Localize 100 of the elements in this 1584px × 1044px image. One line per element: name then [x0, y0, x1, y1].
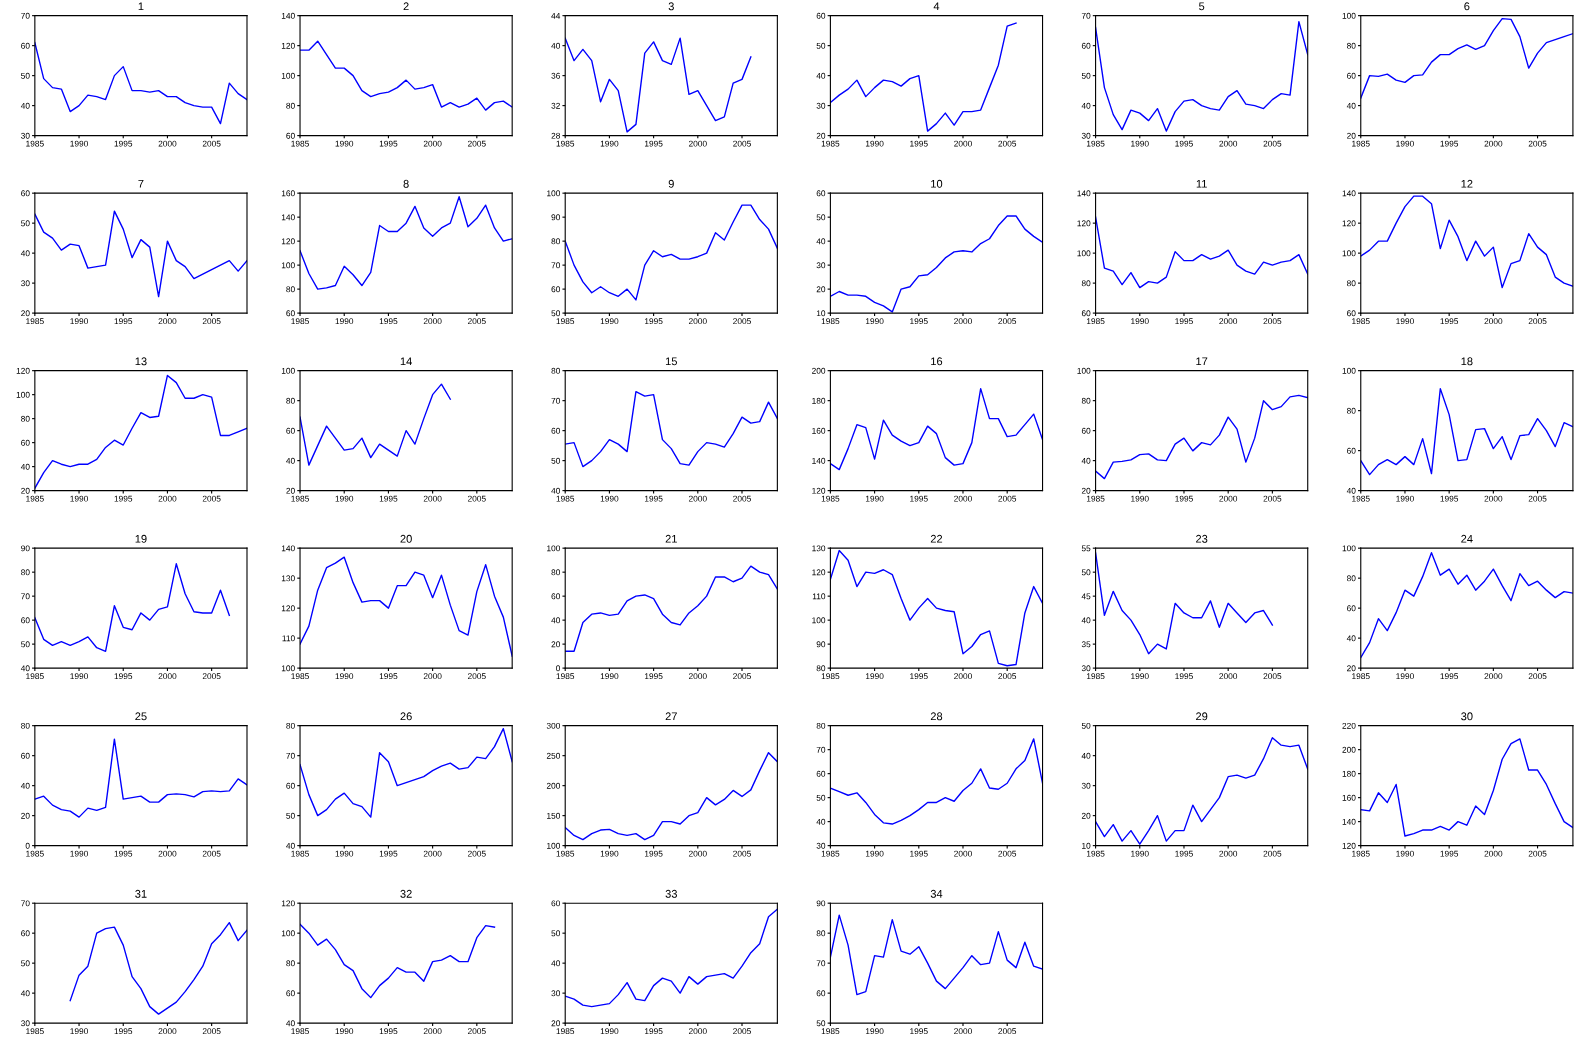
- x-tick-label: 1995: [1440, 673, 1459, 680]
- x-tick-label: 1990: [865, 495, 884, 502]
- chart-title: 14: [400, 357, 412, 366]
- chart-title: 8: [403, 179, 409, 188]
- y-tick-label: 60: [551, 286, 561, 293]
- y-tick-label: 32: [551, 102, 560, 109]
- y-tick-label: 140: [812, 457, 826, 464]
- y-tick-label: 30: [816, 842, 826, 849]
- x-tick-label: 2005: [998, 673, 1017, 680]
- x-tick-label: 1990: [70, 495, 88, 502]
- x-tick-label: 2005: [998, 850, 1017, 857]
- chart-title: 30: [1461, 712, 1473, 721]
- x-tick-label: 2000: [1219, 673, 1238, 680]
- y-tick-label: 80: [286, 960, 295, 967]
- x-tick-label: 1985: [291, 1028, 309, 1035]
- x-tick-label: 1985: [26, 850, 44, 857]
- y-tick-label: 80: [21, 569, 30, 576]
- y-tick-label: 120: [281, 605, 295, 612]
- line-series: [300, 40, 513, 111]
- x-tick-label: 2000: [423, 495, 442, 502]
- chart-title: 2: [403, 2, 409, 11]
- line-series: [1360, 387, 1573, 476]
- y-tick-label: 60: [286, 132, 295, 139]
- y-tick-label: 30: [1081, 132, 1091, 139]
- x-tick-label: 1990: [600, 1028, 619, 1035]
- y-tick-label: 60: [1081, 42, 1091, 49]
- y-tick-label: 180: [812, 397, 826, 404]
- y-tick-label: 90: [816, 900, 826, 907]
- x-tick-label: 1995: [379, 850, 398, 857]
- y-tick-label: 100: [1077, 250, 1091, 257]
- line-series: [830, 387, 1043, 471]
- y-tick-label: 36: [551, 72, 560, 79]
- y-tick-label: 110: [282, 635, 295, 642]
- x-tick-label: 1990: [70, 1028, 88, 1035]
- y-tick-label: 20: [21, 310, 30, 317]
- y-tick-label: 80: [816, 722, 826, 729]
- y-tick-label: 40: [551, 42, 561, 49]
- y-tick-label: 40: [20, 250, 30, 257]
- chart-title: 28: [930, 712, 943, 721]
- x-tick-label: 1995: [910, 140, 928, 147]
- x-tick-label: 1995: [379, 318, 398, 325]
- chart-title: 26: [400, 712, 412, 721]
- x-tick-label: 2005: [1528, 850, 1547, 857]
- y-tick-label: 40: [20, 782, 30, 789]
- x-tick-label: 1985: [556, 495, 575, 502]
- y-tick-label: 70: [816, 960, 826, 967]
- x-tick-label: 1990: [600, 673, 619, 680]
- y-tick-label: 110: [812, 593, 826, 600]
- y-tick-label: 40: [1081, 752, 1091, 759]
- y-tick-label: 30: [1081, 665, 1091, 672]
- y-tick-label: 20: [816, 286, 826, 293]
- y-tick-label: 60: [551, 900, 561, 907]
- x-tick-label: 1995: [1440, 318, 1459, 325]
- y-tick-label: 20: [21, 812, 30, 819]
- x-tick-label: 1985: [291, 850, 309, 857]
- y-tick-label: 50: [1081, 72, 1091, 79]
- y-tick-label: 80: [21, 415, 30, 422]
- x-tick-label: 1995: [910, 850, 928, 857]
- y-tick-label: 35: [1081, 641, 1091, 648]
- chart-title: 11: [1196, 179, 1207, 188]
- x-tick-label: 1985: [556, 673, 575, 680]
- y-tick-label: 0: [556, 665, 561, 672]
- x-tick-label: 1990: [1131, 850, 1149, 857]
- x-tick-label: 1985: [1352, 673, 1370, 680]
- y-tick-label: 100: [1342, 12, 1356, 19]
- chart-title: 3: [668, 2, 674, 11]
- y-tick-label: 300: [546, 722, 561, 729]
- y-tick-label: 140: [1342, 818, 1356, 825]
- x-tick-label: 1995: [114, 850, 133, 857]
- y-tick-label: 140: [1077, 190, 1091, 197]
- x-tick-label: 2005: [733, 495, 751, 502]
- x-tick-label: 2005: [1263, 850, 1282, 857]
- y-tick-label: 50: [21, 72, 30, 79]
- y-tick-label: 40: [816, 818, 826, 825]
- x-tick-label: 2000: [688, 495, 707, 502]
- x-tick-label: 1990: [865, 673, 884, 680]
- x-tick-label: 1995: [379, 495, 398, 502]
- x-tick-label: 1985: [556, 318, 575, 325]
- x-tick-label: 1990: [1131, 318, 1149, 325]
- x-tick-label: 2005: [1263, 318, 1282, 325]
- chart-title: 27: [665, 712, 677, 721]
- chart-title: 1: [138, 2, 144, 11]
- line-series: [300, 556, 513, 657]
- chart-title: 9: [668, 179, 674, 188]
- chart-title: 19: [135, 534, 147, 543]
- x-tick-label: 1985: [26, 318, 44, 325]
- y-tick-label: 30: [21, 1020, 30, 1027]
- x-tick-label: 1985: [821, 673, 840, 680]
- x-tick-label: 2000: [1219, 318, 1238, 325]
- x-tick-label: 2005: [202, 495, 221, 502]
- y-tick-label: 100: [281, 665, 295, 672]
- y-tick-label: 30: [21, 280, 30, 287]
- x-tick-label: 2005: [467, 1028, 486, 1035]
- y-tick-label: 60: [286, 990, 295, 997]
- line-series: [565, 390, 778, 468]
- y-tick-label: 60: [816, 190, 826, 197]
- y-tick-label: 40: [20, 990, 30, 997]
- x-tick-label: 2000: [1484, 673, 1503, 680]
- x-tick-label: 1990: [600, 140, 619, 147]
- x-tick-label: 2000: [1484, 140, 1503, 147]
